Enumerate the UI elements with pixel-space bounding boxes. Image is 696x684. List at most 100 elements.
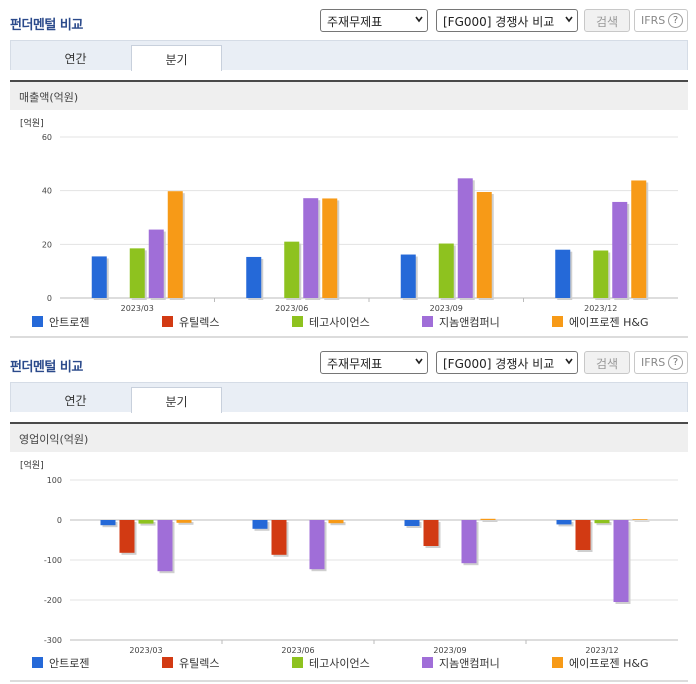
bar-테고사이언스 — [593, 250, 609, 298]
bar-테고사이언스 — [138, 520, 154, 524]
ifrs-help-button[interactable]: IFRS ? — [634, 351, 688, 374]
bar-에이프로젠 H&G — [476, 192, 492, 298]
tab-annual[interactable]: 연간 — [64, 394, 87, 408]
section-header: 펀더멘털 비교 주재무제표 [FG000] 경쟁사 비교 검색 IFRS ? — [0, 0, 696, 38]
legend-item: 유틸렉스 — [162, 657, 219, 670]
bar-안트로젠 — [555, 249, 571, 298]
statement-type-value: 주재무제표 — [327, 15, 383, 29]
bar-지놈앤컴퍼니 — [148, 229, 164, 298]
legend-label: 테고사이언스 — [309, 316, 370, 329]
bar-shadow — [178, 522, 194, 525]
bar-에이프로젠 H&G — [167, 191, 183, 298]
bar-안트로젠 — [91, 256, 107, 298]
section-title: 펀더멘털 비교 — [10, 18, 83, 33]
ifrs-label: IFRS — [641, 356, 666, 369]
x-tick-label: 2023/12 — [585, 646, 618, 655]
statement-type-select[interactable]: 주재무제표 — [320, 9, 428, 32]
operating-profit-bar-chart: [억원] -300 -200 -100 0 100 2023/03 2023/06 2023/0… — [10, 454, 688, 678]
search-button[interactable]: 검색 — [584, 9, 630, 32]
bar-유틸렉스 — [119, 520, 135, 553]
bar-유틸렉스 — [423, 520, 439, 546]
bar-shadow — [634, 521, 650, 522]
legend-swatch — [32, 316, 43, 327]
legend-item: 안트로젠 — [32, 657, 89, 670]
period-tabs: 연간 분기 — [10, 382, 688, 413]
legend-swatch — [162, 657, 173, 668]
chart-title-bar: 매출액(억원) — [10, 80, 688, 110]
legend-swatch — [32, 657, 43, 668]
statement-type-value: 주재무제표 — [327, 357, 383, 371]
search-button[interactable]: 검색 — [584, 351, 630, 374]
y-tick-label: 60 — [42, 133, 52, 142]
legend-label: 유틸렉스 — [179, 657, 219, 670]
bar-에이프로젠 H&G — [631, 180, 647, 298]
bar-에이프로젠 H&G — [328, 520, 344, 524]
legend-label: 지놈앤컴퍼니 — [439, 316, 500, 329]
legend-swatch — [292, 316, 303, 327]
chevron-down-icon — [565, 16, 573, 23]
tab-annual[interactable]: 연간 — [64, 52, 87, 66]
help-icon: ? — [668, 355, 683, 370]
bar-테고사이언스 — [129, 248, 145, 298]
fundamental-section-sales: 펀더멘털 비교 주재무제표 [FG000] 경쟁사 비교 검색 IFRS ? — [0, 0, 696, 38]
bar-안트로젠 — [246, 256, 262, 298]
bar-테고사이언스 — [438, 243, 454, 298]
x-tick-label: 2023/09 — [433, 646, 466, 655]
legend-item: 테고사이언스 — [292, 316, 370, 329]
y-tick-label: 100 — [47, 476, 62, 485]
section-header: 펀더멘털 비교 주재무제표 [FG000] 경쟁사 비교 검색 IFRS ? — [0, 342, 696, 380]
help-icon: ? — [668, 13, 683, 28]
y-tick-label: 0 — [47, 294, 52, 303]
divider — [10, 336, 688, 338]
legend-item: 에이프로젠 H&G — [552, 316, 648, 329]
chart-svg: [억원] -300 -200 -100 0 100 2023/03 2023/06 2023/0… — [20, 459, 678, 670]
bar-안트로젠 — [252, 520, 268, 529]
unit-label: [억원] — [20, 117, 44, 129]
unit-label: [억원] — [20, 459, 44, 471]
x-tick-label: 2023/03 — [121, 304, 154, 313]
legend-item: 유틸렉스 — [162, 316, 219, 329]
bar-테고사이언스 — [284, 241, 300, 298]
tab-quarterly[interactable]: 분기 — [131, 45, 222, 71]
y-tick-label: -300 — [44, 636, 62, 645]
comparison-group-value: [FG000] 경쟁사 비교 — [443, 15, 555, 29]
bar-shadow — [482, 520, 498, 522]
chevron-down-icon — [415, 16, 423, 23]
legend-label: 안트로젠 — [49, 657, 89, 670]
bar-지놈앤컴퍼니 — [309, 520, 325, 570]
legend-swatch — [552, 657, 563, 668]
legend-item: 지놈앤컴퍼니 — [422, 316, 500, 329]
fundamental-section-operating-profit: 펀더멘털 비교 주재무제표 [FG000] 경쟁사 비교 검색 IFRS ? — [0, 342, 696, 380]
chart-title: 영업이익(억원) — [19, 433, 89, 446]
legend-label: 유틸렉스 — [179, 316, 219, 329]
x-tick-label: 2023/12 — [584, 304, 617, 313]
bar-지놈앤컴퍼니 — [613, 520, 629, 602]
bar-shadow — [596, 522, 612, 526]
bar-유틸렉스 — [575, 520, 591, 550]
ifrs-help-button[interactable]: IFRS ? — [634, 9, 688, 32]
bar-테고사이언스 — [594, 520, 610, 524]
bar-지놈앤컴퍼니 — [612, 201, 628, 298]
bar-에이프로젠 H&G — [480, 518, 496, 520]
comparison-group-select[interactable]: [FG000] 경쟁사 비교 — [436, 9, 578, 32]
x-tick-label: 2023/06 — [275, 304, 308, 313]
bar-안트로젠 — [404, 520, 420, 526]
legend-item: 지놈앤컴퍼니 — [422, 657, 500, 670]
legend-swatch — [422, 657, 433, 668]
statement-type-select[interactable]: 주재무제표 — [320, 351, 428, 374]
legend-item: 에이프로젠 H&G — [552, 657, 648, 670]
bar-안트로젠 — [556, 520, 572, 525]
chevron-down-icon — [415, 358, 423, 365]
legend-item: 안트로젠 — [32, 316, 89, 329]
x-tick-label: 2023/06 — [281, 646, 314, 655]
legend-swatch — [162, 316, 173, 327]
chart-title-bar: 영업이익(억원) — [10, 422, 688, 452]
bar-에이프로젠 H&G — [632, 519, 648, 520]
bar-지놈앤컴퍼니 — [303, 198, 319, 298]
tab-quarterly[interactable]: 분기 — [131, 387, 222, 413]
legend-swatch — [292, 657, 303, 668]
comparison-group-select[interactable]: [FG000] 경쟁사 비교 — [436, 351, 578, 374]
bar-에이프로젠 H&G — [176, 520, 192, 523]
period-tabs: 연간 분기 — [10, 40, 688, 71]
legend-label: 테고사이언스 — [309, 657, 370, 670]
